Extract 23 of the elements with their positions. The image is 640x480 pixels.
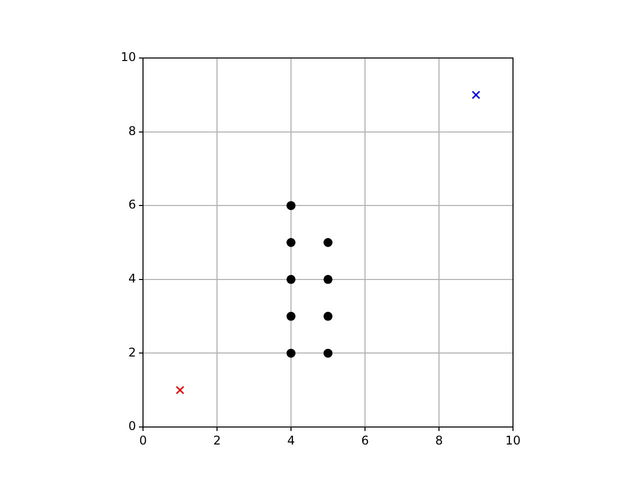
y-tick-label: 2	[128, 345, 136, 360]
point	[286, 274, 296, 284]
y-tick-label: 0	[128, 419, 136, 434]
y-tick-label: 4	[128, 272, 136, 286]
point	[324, 312, 332, 321]
y-tick-label: 10	[120, 50, 136, 64]
point	[324, 238, 332, 247]
point	[286, 238, 296, 247]
x-tick-label: 6	[361, 433, 369, 448]
x-tick-label: 2	[213, 433, 221, 448]
point	[286, 201, 296, 210]
x-tick-label: 0	[139, 433, 147, 448]
point	[286, 348, 296, 358]
x-tick-label: 8	[435, 433, 443, 448]
point	[472, 90, 480, 100]
y-tick-label: 8	[128, 124, 136, 138]
x-tick-label: 10	[505, 433, 521, 448]
point	[324, 348, 332, 358]
y-tick-label: 6	[128, 198, 136, 212]
x-tick-label: 4	[287, 433, 295, 448]
point	[176, 386, 184, 394]
point	[286, 312, 296, 321]
point	[324, 274, 332, 284]
